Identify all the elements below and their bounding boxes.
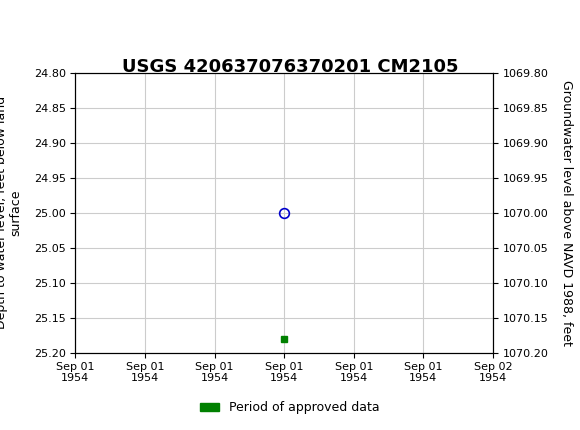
- Y-axis label: Depth to water level, feet below land
surface: Depth to water level, feet below land su…: [0, 96, 23, 329]
- Legend: Period of approved data: Period of approved data: [195, 396, 385, 419]
- Y-axis label: Groundwater level above NAVD 1988, feet: Groundwater level above NAVD 1988, feet: [560, 80, 572, 346]
- Text: USGS 420637076370201 CM2105: USGS 420637076370201 CM2105: [122, 58, 458, 76]
- Text: USGS: USGS: [75, 14, 153, 38]
